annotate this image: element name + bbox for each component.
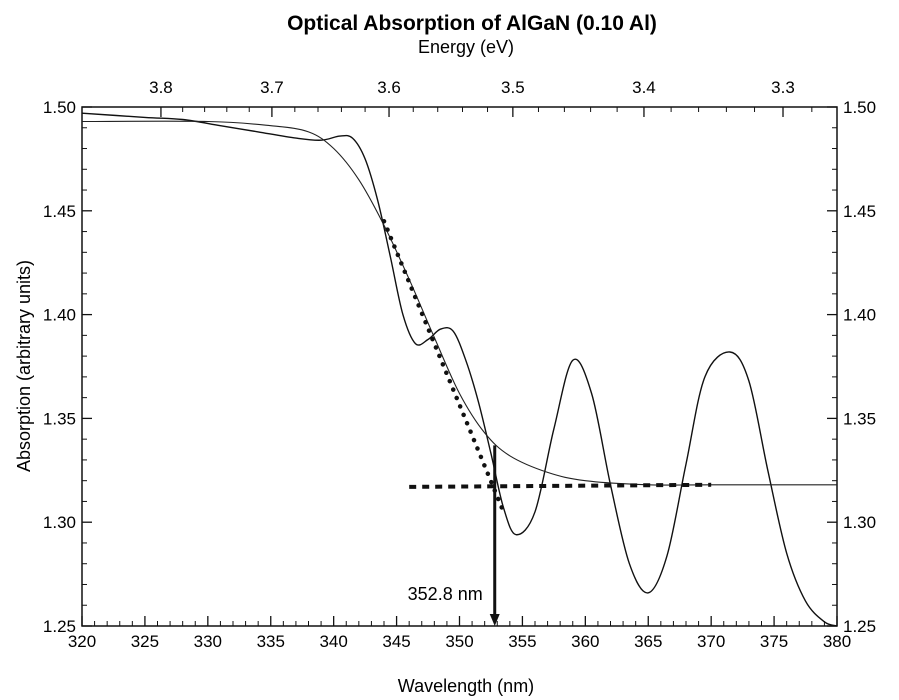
y-tick-label: 1.45 bbox=[43, 202, 76, 221]
x-axis-label: Wavelength (nm) bbox=[398, 676, 534, 696]
y2-tick-label: 1.50 bbox=[843, 98, 876, 117]
y-tick-label: 1.40 bbox=[43, 306, 76, 325]
baseline-dotted-line bbox=[409, 482, 712, 489]
y-tick-label: 1.50 bbox=[43, 98, 76, 117]
annotation-layer: 352.8 nm bbox=[408, 445, 500, 626]
y-tick-label: 1.30 bbox=[43, 513, 76, 532]
series-layer bbox=[81, 112, 838, 627]
x-tick-label: 380 bbox=[823, 632, 851, 651]
y-tick-label: 1.25 bbox=[43, 617, 76, 636]
x-tick-label: 360 bbox=[571, 632, 599, 651]
x-tick-label: 335 bbox=[257, 632, 285, 651]
measured-absorption-line bbox=[81, 112, 838, 627]
x2-tick-label: 3.7 bbox=[260, 78, 284, 97]
x2-tick-label: 3.5 bbox=[501, 78, 525, 97]
y-tick-label: 1.35 bbox=[43, 409, 76, 428]
x2-tick-label: 3.4 bbox=[632, 78, 656, 97]
x2-axis-label: Energy (eV) bbox=[418, 37, 514, 57]
x-tick-label: 325 bbox=[131, 632, 159, 651]
x2-tick-label: 3.6 bbox=[377, 78, 401, 97]
tangent-dotted-line bbox=[381, 218, 506, 515]
x-tick-label: 370 bbox=[697, 632, 725, 651]
y2-tick-label: 1.35 bbox=[843, 409, 876, 428]
x-tick-label: 365 bbox=[634, 632, 662, 651]
x2-tick-label: 3.3 bbox=[771, 78, 795, 97]
y-axis-label: Absorption (arbitrary units) bbox=[14, 260, 34, 472]
edge-wavelength-label: 352.8 nm bbox=[408, 584, 483, 604]
x-tick-label: 345 bbox=[382, 632, 410, 651]
x-tick-label: 375 bbox=[760, 632, 788, 651]
y2-tick-label: 1.25 bbox=[843, 617, 876, 636]
axis-ticks: 320 325 330 335 340 345 350 355 360 365 370 375 3801… bbox=[43, 78, 876, 651]
fit-curve-line bbox=[81, 120, 837, 486]
y2-tick-label: 1.45 bbox=[843, 202, 876, 221]
x2-tick-label: 3.8 bbox=[149, 78, 173, 97]
x-tick-label: 355 bbox=[508, 632, 536, 651]
chart-title: Optical Absorption of AlGaN (0.10 Al) bbox=[287, 12, 657, 35]
plot-frame bbox=[81, 106, 838, 627]
x-tick-label: 350 bbox=[445, 632, 473, 651]
y2-tick-label: 1.30 bbox=[843, 513, 876, 532]
x-tick-label: 330 bbox=[194, 632, 222, 651]
y2-tick-label: 1.40 bbox=[843, 306, 876, 325]
x-tick-label: 320 bbox=[68, 632, 96, 651]
edge-arrow-head bbox=[489, 614, 500, 626]
x-tick-label: 340 bbox=[319, 632, 347, 651]
